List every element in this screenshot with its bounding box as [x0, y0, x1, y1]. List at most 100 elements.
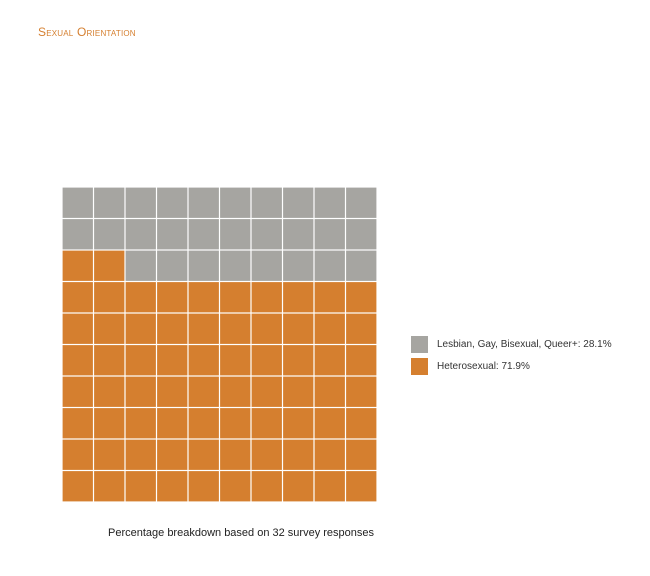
waffle-cell-lgbq: [251, 187, 282, 218]
waffle-cell-heterosexual: [283, 313, 314, 344]
waffle-cell-heterosexual: [251, 345, 282, 376]
waffle-cell-heterosexual: [220, 376, 251, 407]
waffle-cell-lgbq: [346, 250, 377, 281]
waffle-cell-lgbq: [346, 187, 377, 218]
waffle-cell-heterosexual: [125, 313, 156, 344]
waffle-cell-heterosexual: [188, 345, 219, 376]
waffle-cell-heterosexual: [94, 471, 125, 502]
waffle-cell-heterosexual: [283, 345, 314, 376]
waffle-cell-heterosexual: [188, 313, 219, 344]
legend-swatch-heterosexual: [411, 357, 428, 375]
waffle-cell-heterosexual: [251, 439, 282, 470]
waffle-cell-heterosexual: [94, 250, 125, 281]
waffle-cell-heterosexual: [314, 345, 345, 376]
waffle-cell-heterosexual: [62, 439, 93, 470]
waffle-cell-heterosexual: [346, 408, 377, 439]
waffle-cell-heterosexual: [346, 345, 377, 376]
waffle-cell-heterosexual: [314, 376, 345, 407]
waffle-cell-lgbq: [157, 187, 188, 218]
waffle-cell-lgbq: [188, 250, 219, 281]
legend-item-lgbq: Lesbian, Gay, Bisexual, Queer+: 28.1%: [411, 335, 612, 353]
waffle-cell-heterosexual: [125, 471, 156, 502]
waffle-cell-lgbq: [125, 250, 156, 281]
legend-label-lgbq: Lesbian, Gay, Bisexual, Queer+: 28.1%: [437, 338, 612, 350]
waffle-cell-heterosexual: [346, 439, 377, 470]
waffle-cell-lgbq: [157, 250, 188, 281]
waffle-cell-heterosexual: [62, 408, 93, 439]
waffle-cell-lgbq: [283, 187, 314, 218]
waffle-cell-heterosexual: [62, 376, 93, 407]
waffle-cell-heterosexual: [220, 282, 251, 313]
waffle-cell-heterosexual: [314, 471, 345, 502]
chart-caption: Percentage breakdown based on 32 survey …: [108, 527, 375, 539]
waffle-cell-heterosexual: [125, 282, 156, 313]
waffle-cell-heterosexual: [94, 408, 125, 439]
waffle-cell-heterosexual: [157, 345, 188, 376]
waffle-cell-heterosexual: [283, 282, 314, 313]
waffle-cell-heterosexual: [62, 471, 93, 502]
waffle-cell-lgbq: [94, 219, 125, 250]
waffle-cell-lgbq: [62, 187, 93, 218]
waffle-cell-heterosexual: [157, 439, 188, 470]
waffle-cell-heterosexual: [94, 376, 125, 407]
waffle-cell-heterosexual: [346, 471, 377, 502]
waffle-cell-lgbq: [125, 219, 156, 250]
waffle-cell-heterosexual: [157, 313, 188, 344]
legend-item-heterosexual: Heterosexual: 71.9%: [411, 357, 612, 375]
waffle-cell-heterosexual: [125, 376, 156, 407]
waffle-cell-heterosexual: [220, 439, 251, 470]
chart-title: Sexual Orientation: [38, 25, 136, 39]
waffle-cell-lgbq: [188, 219, 219, 250]
waffle-cell-heterosexual: [125, 439, 156, 470]
waffle-cell-heterosexual: [157, 376, 188, 407]
waffle-cell-heterosexual: [283, 376, 314, 407]
waffle-cell-heterosexual: [346, 376, 377, 407]
waffle-cell-heterosexual: [346, 282, 377, 313]
waffle-cell-heterosexual: [283, 408, 314, 439]
waffle-cell-heterosexual: [157, 471, 188, 502]
waffle-cell-lgbq: [314, 219, 345, 250]
waffle-cell-lgbq: [220, 250, 251, 281]
waffle-cell-lgbq: [346, 219, 377, 250]
waffle-cell-heterosexual: [62, 345, 93, 376]
waffle-cell-heterosexual: [220, 345, 251, 376]
waffle-cell-heterosexual: [346, 313, 377, 344]
waffle-cell-heterosexual: [314, 408, 345, 439]
waffle-cell-heterosexual: [188, 282, 219, 313]
waffle-cell-heterosexual: [314, 282, 345, 313]
waffle-cell-heterosexual: [314, 313, 345, 344]
waffle-cell-heterosexual: [94, 345, 125, 376]
waffle-cell-heterosexual: [62, 282, 93, 313]
waffle-cell-heterosexual: [188, 439, 219, 470]
waffle-cell-heterosexual: [220, 471, 251, 502]
waffle-cell-heterosexual: [314, 439, 345, 470]
waffle-cell-heterosexual: [94, 439, 125, 470]
waffle-cell-heterosexual: [220, 313, 251, 344]
waffle-cell-heterosexual: [125, 345, 156, 376]
waffle-cell-heterosexual: [251, 313, 282, 344]
waffle-cell-heterosexual: [251, 408, 282, 439]
waffle-cell-lgbq: [94, 187, 125, 218]
waffle-cell-lgbq: [220, 187, 251, 218]
waffle-cell-lgbq: [220, 219, 251, 250]
waffle-cell-heterosexual: [62, 313, 93, 344]
legend-swatch-lgbq: [411, 335, 428, 353]
waffle-chart: [62, 187, 377, 502]
waffle-cell-lgbq: [314, 250, 345, 281]
waffle-cell-lgbq: [283, 219, 314, 250]
waffle-cell-heterosexual: [157, 408, 188, 439]
waffle-cell-heterosexual: [283, 471, 314, 502]
waffle-cell-heterosexual: [125, 408, 156, 439]
waffle-cell-heterosexual: [220, 408, 251, 439]
waffle-cell-lgbq: [188, 187, 219, 218]
legend-label-heterosexual: Heterosexual: 71.9%: [437, 360, 530, 372]
waffle-cell-heterosexual: [94, 313, 125, 344]
legend: Lesbian, Gay, Bisexual, Queer+: 28.1% He…: [411, 335, 612, 379]
waffle-cell-heterosexual: [188, 471, 219, 502]
waffle-cell-heterosexual: [94, 282, 125, 313]
waffle-cell-lgbq: [157, 219, 188, 250]
waffle-cell-lgbq: [283, 250, 314, 281]
waffle-cell-heterosexual: [188, 408, 219, 439]
waffle-cell-heterosexual: [251, 471, 282, 502]
waffle-cell-heterosexual: [251, 282, 282, 313]
